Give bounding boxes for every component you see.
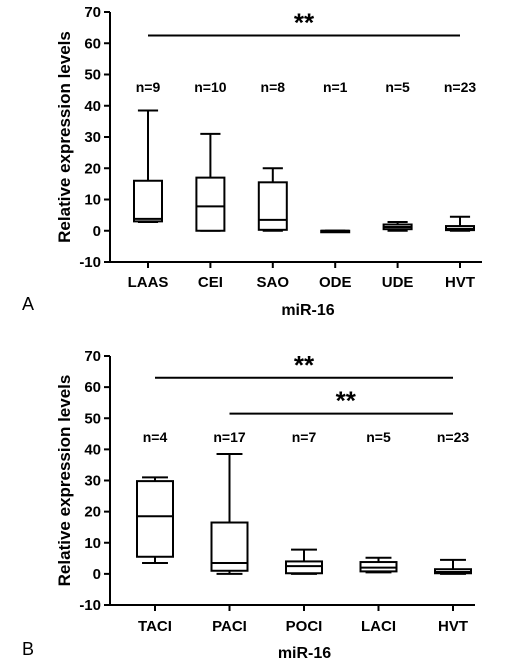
panel-a-category-label: LAAS xyxy=(128,274,169,291)
panel-a-x-axis-title: miR-16 xyxy=(281,302,334,319)
panel-a-category-label: SAO xyxy=(257,274,290,291)
panel-b-category-label: LACI xyxy=(361,618,396,635)
panel-a-y-tick-label: 50 xyxy=(84,67,101,84)
panel-a-y-tick-label: 0 xyxy=(93,223,101,240)
panel-a-sample-size-label: n=8 xyxy=(261,79,286,95)
panel-b-significance-label: ** xyxy=(294,350,315,380)
panel-b-y-tick-label: 0 xyxy=(93,566,101,583)
panel-a-sample-size-label: n=10 xyxy=(194,79,227,95)
panel-b-sample-size-label: n=7 xyxy=(292,429,317,445)
panel-a-significance-label: ** xyxy=(294,7,315,37)
panel-a-y-tick-label: 40 xyxy=(84,98,101,115)
panel-a-category-label: ODE xyxy=(319,274,352,291)
panel-b-sample-size-label: n=17 xyxy=(213,429,246,445)
panel-b-y-tick-label: 40 xyxy=(84,441,101,458)
panel-b-category-label: HVT xyxy=(438,618,468,635)
panel-b-y-tick-label: 10 xyxy=(84,535,101,552)
panel-b-category-label: PACI xyxy=(212,618,247,635)
panel-a-category-label: UDE xyxy=(382,274,414,291)
panel-a-y-tick-label: 20 xyxy=(84,160,101,177)
panel-a-category-label: CEI xyxy=(198,274,223,291)
panel-a-box xyxy=(257,181,288,231)
panel-b-category-label: TACI xyxy=(138,618,172,635)
panel-b-y-tick-label: 60 xyxy=(84,379,101,396)
panel-b-y-tick-label: 30 xyxy=(84,473,101,490)
panel-b-x-axis-title: miR-16 xyxy=(278,645,331,662)
panel-a-panel-label: A xyxy=(22,294,34,314)
panel-b-sample-size-label: n=23 xyxy=(437,429,470,445)
panel-a-sample-size-label: n=1 xyxy=(323,79,348,95)
panel-a-category-label: HVT xyxy=(445,274,475,291)
panel-b-y-tick-label: 70 xyxy=(84,348,101,365)
panel-b-significance-label: ** xyxy=(336,386,357,416)
panel-a-y-tick-label: 10 xyxy=(84,192,101,209)
panel-b-category-label: POCI xyxy=(286,618,323,635)
panel-a-box xyxy=(133,179,163,223)
panel-a-y-tick-label: 60 xyxy=(84,35,101,52)
panel-a-box xyxy=(195,176,226,232)
panel-a-sample-size-label: n=23 xyxy=(444,79,477,95)
panel-b-y-tick-label: 50 xyxy=(84,410,101,427)
panel-a-y-axis-title: Relative expression levels xyxy=(55,31,74,243)
panel-b-panel-label: B xyxy=(22,639,34,659)
panel-a-sample-size-label: n=9 xyxy=(136,79,161,95)
panel-b-y-tick-label: 20 xyxy=(84,504,101,521)
panel-b-y-axis-title: Relative expression levels xyxy=(55,375,74,587)
panel-b-box xyxy=(136,480,174,558)
panel-a-y-tick-label: 30 xyxy=(84,129,101,146)
panel-a-y-tick-label: -10 xyxy=(79,254,101,271)
panel-b-sample-size-label: n=5 xyxy=(366,429,391,445)
panel-a-y-tick-label: 70 xyxy=(84,4,101,21)
panel-b-y-tick-label: -10 xyxy=(79,597,101,614)
panel-b-box xyxy=(285,560,323,575)
panel-a-sample-size-label: n=5 xyxy=(385,79,410,95)
panel-b-sample-size-label: n=4 xyxy=(143,429,168,445)
